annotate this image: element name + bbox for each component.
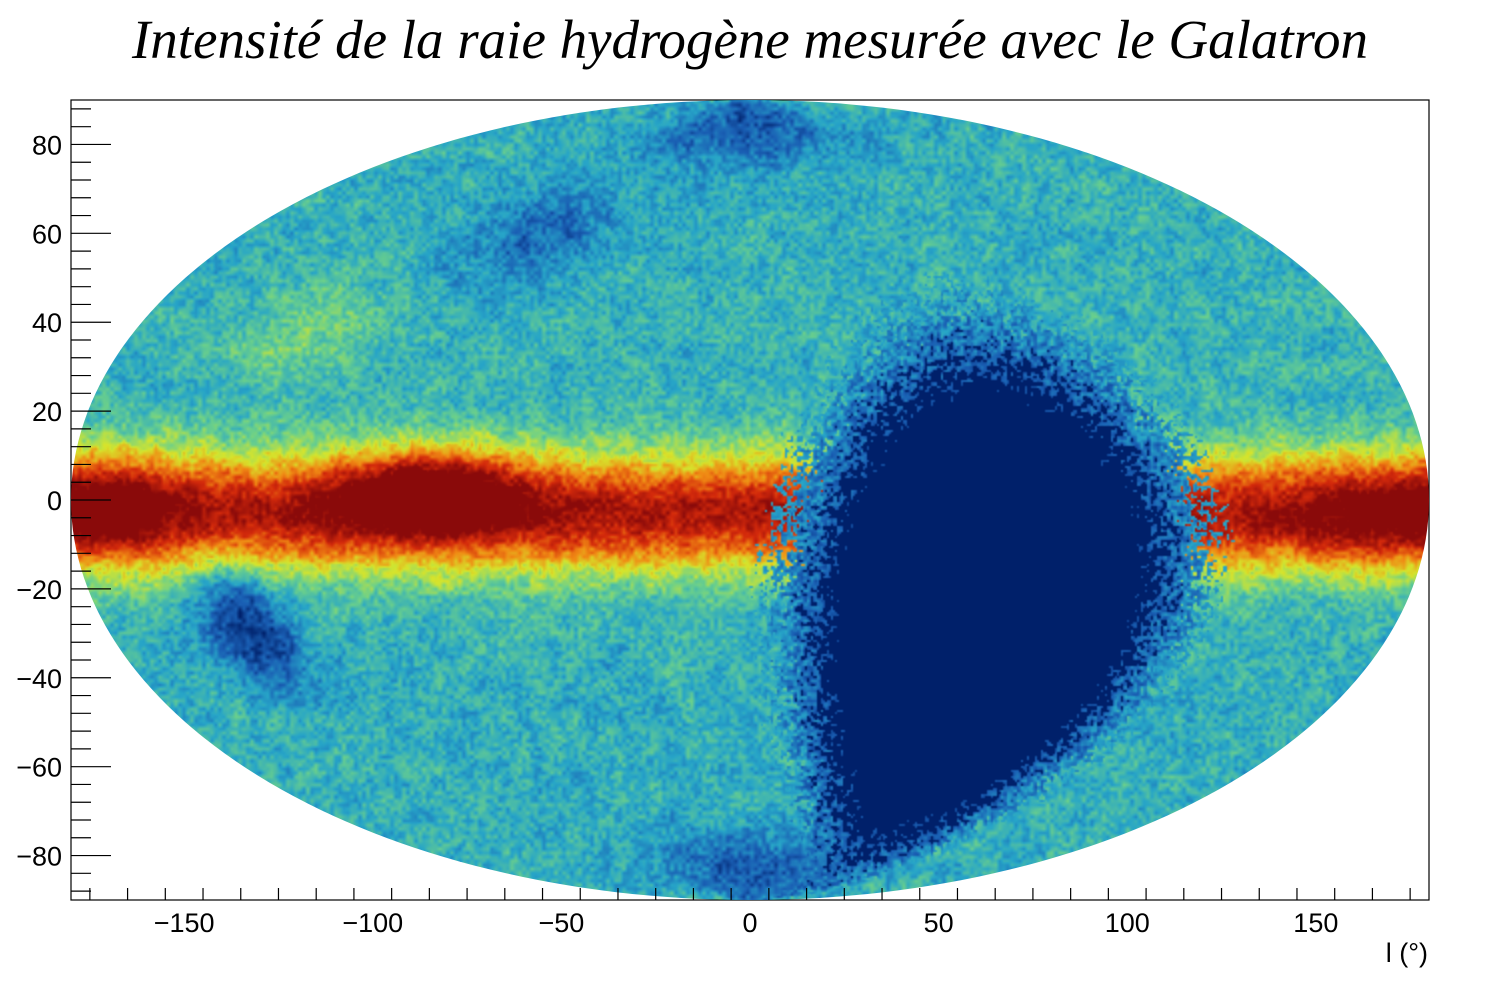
y-tick-label: 40	[32, 308, 62, 338]
y-tick-label: −20	[16, 575, 62, 605]
x-tick-label: 50	[924, 908, 954, 938]
y-tick-label: −40	[16, 664, 62, 694]
x-tick-label: 0	[742, 908, 757, 938]
y-tick-label: 80	[32, 130, 62, 160]
x-axis-title: l (°)	[1386, 938, 1428, 968]
y-tick-label: 60	[32, 219, 62, 249]
x-tick-label: −100	[342, 908, 403, 938]
y-tick-label: 0	[47, 486, 62, 516]
y-tick-label: 20	[32, 397, 62, 427]
x-tick-label: 150	[1293, 908, 1338, 938]
y-tick-label: −60	[16, 753, 62, 783]
x-tick-label: −150	[154, 908, 215, 938]
x-tick-label: 100	[1105, 908, 1150, 938]
chart-title: Intensité de la raie hydrogène mesurée a…	[131, 9, 1369, 70]
axis-ticks	[71, 108, 1411, 900]
y-tick-label: −80	[16, 842, 62, 872]
axis-labels: −150 −100 −50 0 50 100 150 −80 −60 −40 −20 0 20 40 60 8…	[16, 130, 1338, 938]
x-tick-label: −50	[538, 908, 584, 938]
